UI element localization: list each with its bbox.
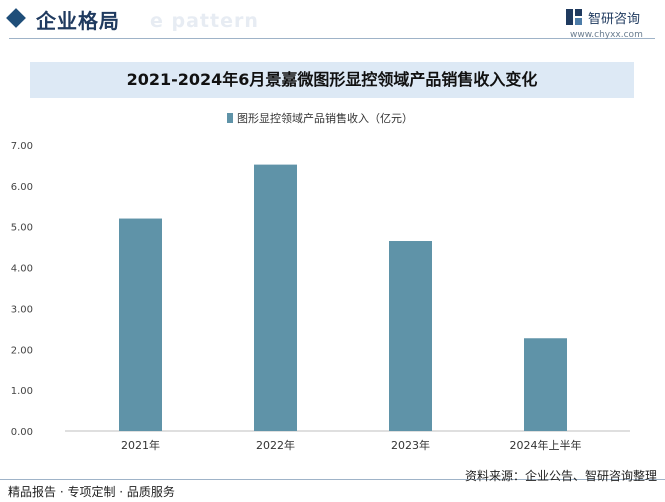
legend-swatch (227, 113, 233, 123)
legend-label: 图形显控领域产品销售收入（亿元） (237, 111, 413, 125)
bar (389, 241, 432, 431)
diamond-icon (6, 8, 26, 28)
footer-slogan: 精品报告 · 专项定制 · 品质服务 (8, 485, 175, 499)
source-note: 资料来源：企业公告、智研咨询整理 (464, 469, 657, 483)
footer-divider (0, 479, 665, 480)
bar (119, 218, 162, 431)
brand-logo-icon (566, 9, 582, 25)
x-tick-label: 2021年 (121, 438, 160, 452)
brand-name: 智研咨询 (588, 12, 641, 27)
header-divider (9, 38, 655, 39)
y-tick-label: 6.00 (11, 182, 33, 193)
chart-title-band: 2021-2024年6月景嘉微图形显控领域产品销售收入变化 (30, 62, 634, 98)
y-tick-label: 7.00 (11, 141, 33, 152)
brand-logo: 智研咨询 www.chyxx.com (565, 6, 660, 40)
y-tick-label: 2.00 (11, 345, 33, 356)
x-tick-label: 2022年 (256, 438, 295, 452)
x-tick-label: 2024年上半年 (510, 438, 582, 452)
y-tick-label: 0.00 (11, 427, 33, 438)
bar (524, 338, 567, 431)
header-watermark: e pattern (150, 10, 259, 32)
bar (254, 164, 297, 431)
section-title: 企业格局 (36, 9, 120, 33)
y-tick-label: 5.00 (11, 223, 33, 234)
y-tick-label: 3.00 (11, 304, 33, 315)
chart-title: 2021-2024年6月景嘉微图形显控领域产品销售收入变化 (126, 70, 538, 89)
x-tick-label: 2023年 (391, 438, 430, 452)
y-tick-label: 1.00 (11, 386, 33, 397)
bar-chart: 图形显控领域产品销售收入（亿元） 0.00 1.00 2.00 3.00 4.00 5.00… (11, 111, 630, 452)
brand-url: www.chyxx.com (570, 30, 643, 40)
y-tick-label: 4.00 (11, 264, 33, 275)
header-bar: e pattern 企业格局 智研咨询 www.chyxx.com (0, 0, 665, 42)
